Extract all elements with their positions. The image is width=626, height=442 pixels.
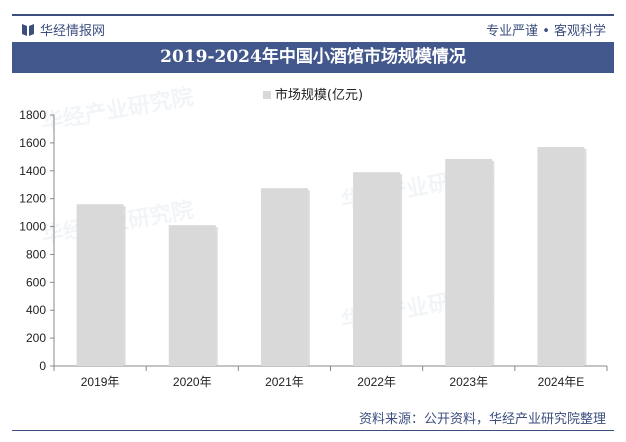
legend: 市场规模(亿元) bbox=[0, 84, 626, 103]
y-tick-label: 600 bbox=[26, 275, 46, 289]
x-tick-label: 2020年 bbox=[173, 375, 212, 389]
y-tick-label: 200 bbox=[26, 331, 46, 345]
y-tick-label: 800 bbox=[26, 247, 46, 261]
y-tick-label: 1800 bbox=[19, 108, 46, 122]
bar bbox=[445, 158, 493, 366]
x-tick-label: 2023年 bbox=[449, 375, 488, 389]
legend-label: 市场规模(亿元) bbox=[274, 88, 364, 103]
y-tick-label: 1600 bbox=[19, 136, 46, 150]
y-tick-label: 1400 bbox=[19, 164, 46, 178]
bar bbox=[168, 225, 216, 366]
slogan: 专业严谨 • 客观科学 bbox=[486, 24, 606, 39]
x-tick-label: 2021年 bbox=[265, 375, 304, 389]
bar bbox=[76, 204, 124, 366]
bottom-divider bbox=[12, 430, 614, 431]
y-tick-label: 1200 bbox=[19, 192, 46, 206]
bar bbox=[353, 172, 401, 366]
x-tick-label: 2022年 bbox=[357, 375, 396, 389]
source-note: 资料来源：公开资料，华经产业研究院整理 bbox=[358, 412, 606, 427]
x-tick-label: 2019年 bbox=[81, 375, 120, 389]
x-tick-label: 2024年E bbox=[538, 375, 585, 389]
bar bbox=[537, 147, 585, 366]
legend-swatch bbox=[262, 91, 271, 99]
brand-name: 华经情报网 bbox=[40, 24, 106, 39]
y-tick-label: 0 bbox=[39, 359, 46, 373]
brand: 华经情报网 bbox=[22, 20, 105, 39]
bar bbox=[260, 188, 308, 366]
top-divider bbox=[12, 14, 614, 16]
y-tick-label: 400 bbox=[26, 303, 46, 317]
chart-title: 2019-2024年中国小酒馆市场规模情况 bbox=[12, 42, 614, 73]
y-tick-label: 1000 bbox=[19, 220, 46, 234]
brand-logo-icon bbox=[22, 23, 34, 36]
